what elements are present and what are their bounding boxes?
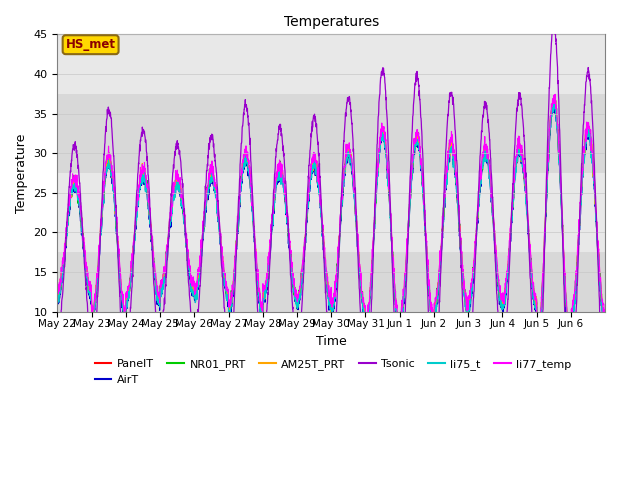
Bar bbox=[58, 35, 605, 94]
X-axis label: Time: Time bbox=[316, 335, 346, 348]
Bar bbox=[58, 94, 605, 173]
Title: Temperatures: Temperatures bbox=[284, 15, 379, 29]
Bar bbox=[58, 252, 605, 312]
Y-axis label: Temperature: Temperature bbox=[15, 133, 28, 213]
Bar bbox=[58, 173, 605, 252]
Legend: PanelT, AirT, NR01_PRT, AM25T_PRT, Tsonic, li75_t, li77_temp: PanelT, AirT, NR01_PRT, AM25T_PRT, Tsoni… bbox=[90, 355, 576, 389]
Text: HS_met: HS_met bbox=[66, 38, 116, 51]
